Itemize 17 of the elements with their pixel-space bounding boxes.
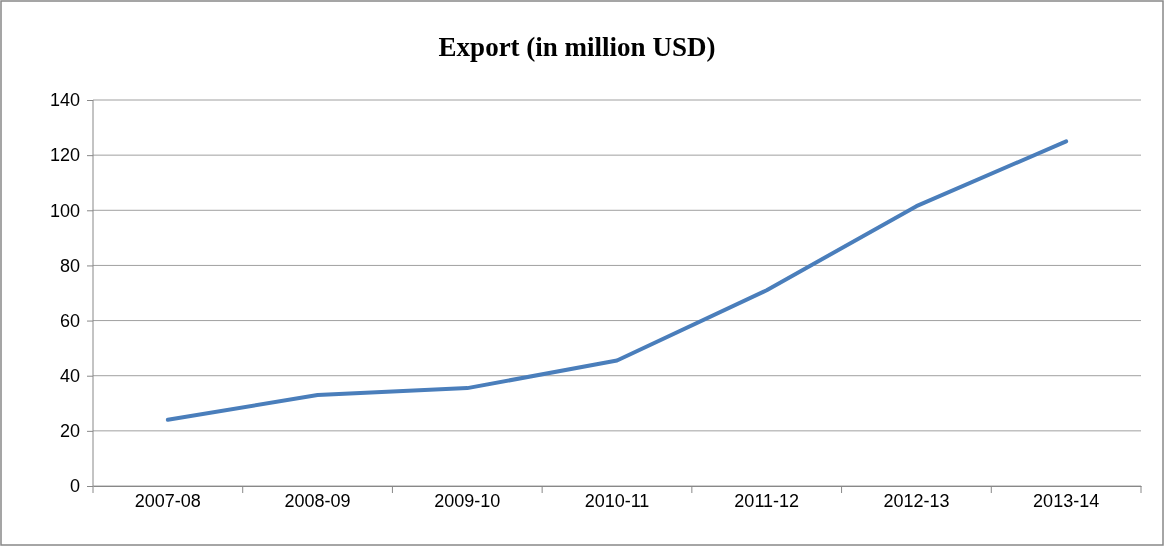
y-tick-label: 60 [59, 310, 80, 331]
x-tick-label: 2013-14 [1033, 491, 1100, 511]
x-tick-label: 2010-11 [584, 491, 650, 511]
y-tick-label: 80 [59, 255, 80, 276]
x-tick-label: 2007-08 [134, 491, 201, 511]
y-tick-label: 140 [49, 90, 80, 111]
y-tick-label: 0 [69, 476, 80, 497]
x-tick-label: 2009-10 [434, 491, 501, 511]
y-tick-label: 120 [49, 145, 80, 166]
y-tick-label: 100 [49, 200, 80, 221]
line-series [165, 139, 1069, 422]
y-tick-label: 20 [59, 421, 80, 442]
x-tick-label: 2012-13 [883, 491, 950, 511]
y-tick-label: 40 [59, 365, 80, 386]
x-tick-label: 2011-12 [734, 491, 800, 511]
x-tick-label: 2008-09 [284, 491, 351, 511]
chart-title: Export (in million USD) [438, 32, 716, 62]
